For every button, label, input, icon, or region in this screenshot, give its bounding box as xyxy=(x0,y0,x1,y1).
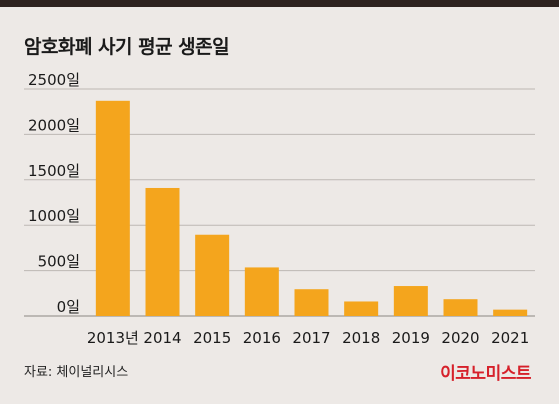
x-tick-label: 2015 xyxy=(193,329,231,347)
y-tick-label: 2000일 xyxy=(28,116,80,134)
top-bar xyxy=(0,0,559,7)
x-tick-label: 2019 xyxy=(392,329,430,347)
bar xyxy=(95,100,130,316)
x-tick-label: 2013년 xyxy=(87,329,139,347)
x-tick-label: 2014 xyxy=(143,329,181,347)
source-note: 자료: 체이널리시스 xyxy=(24,365,129,380)
x-tick-label: 2016 xyxy=(243,329,281,347)
bar xyxy=(145,187,180,316)
bar xyxy=(344,301,379,316)
x-tick-label: 2017 xyxy=(292,329,330,347)
y-tick-label: 1000일 xyxy=(28,207,80,225)
bar xyxy=(244,267,279,316)
x-tick-label: 2020 xyxy=(441,329,479,347)
x-tick-label: 2021 xyxy=(491,329,529,347)
y-tick-label: 500일 xyxy=(38,253,80,271)
x-tick-label: 2018 xyxy=(342,329,380,347)
brand-logo: 이코노미스트 xyxy=(440,364,531,384)
bar xyxy=(443,299,478,316)
y-tick-label: 0일 xyxy=(57,298,80,316)
bar xyxy=(493,309,528,316)
bar xyxy=(393,286,428,316)
y-tick-label: 1500일 xyxy=(28,162,80,180)
chart-title: 암호화폐 사기 평균 생존일 xyxy=(24,36,230,58)
y-tick-label: 2500일 xyxy=(28,71,80,89)
bar xyxy=(195,234,230,316)
bar xyxy=(294,289,329,316)
